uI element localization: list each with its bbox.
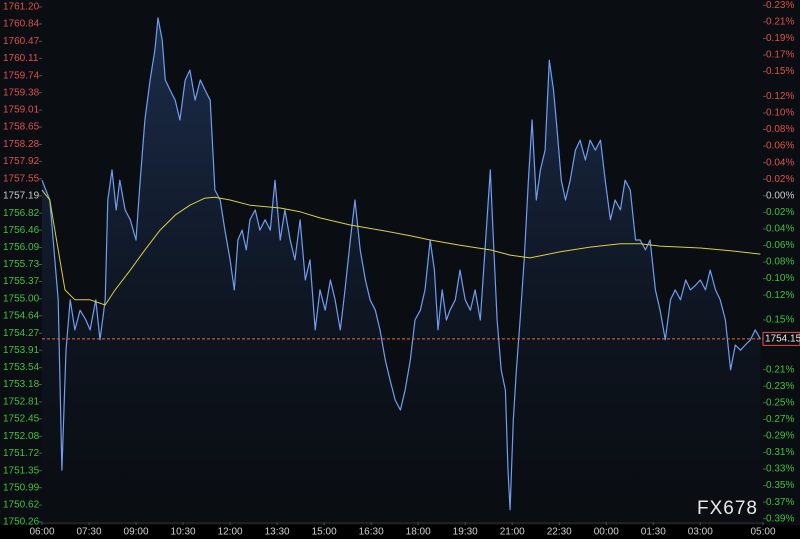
x-tick-label: 07:30 [77, 527, 102, 538]
y2-tick-label: 0.31% [766, 447, 794, 458]
y2-tick-label: 0.15% [766, 315, 794, 326]
y2-tick-label: 0.21% [766, 364, 794, 375]
y-tick-label: 1753.54 [3, 362, 40, 373]
y-tick-label: 1750.26 [3, 517, 40, 528]
y2-tick-label: 0.08% [766, 124, 794, 135]
y2-tick-label: 0.23% [766, 0, 794, 11]
y-tick-label: 1758.65 [3, 122, 40, 133]
y2-tick-label: 0.39% [766, 513, 794, 524]
x-tick-label: 10:30 [171, 527, 196, 538]
moving-average-line [41, 189, 761, 306]
y-tick-label: 1759.38 [3, 87, 40, 98]
y-tick-label: 1755.00 [3, 294, 40, 305]
y2-tick-label: 0.25% [766, 397, 794, 408]
x-tick-label: 06:00 [29, 527, 54, 538]
x-tick-label: 19:30 [453, 527, 478, 538]
y2-tick-label: 0.00% [766, 190, 794, 201]
y2-tick-label: 0.19% [766, 33, 794, 44]
x-tick-label: 21:00 [500, 527, 525, 538]
y-tick-label: 1756.82 [3, 208, 40, 219]
y2-tick-label: 0.33% [766, 464, 794, 475]
y-tick-label: 1754.27 [3, 328, 40, 339]
y2-tick-label: 0.02% [766, 174, 794, 185]
y2-tick-label: 0.08% [766, 257, 794, 268]
x-tick-label: 12:00 [218, 527, 243, 538]
x-tick-label: 09:00 [124, 527, 149, 538]
y2-tick-label: 0.10% [766, 273, 794, 284]
x-tick-label: 13:30 [265, 527, 290, 538]
x-tick-label: 03:00 [688, 527, 713, 538]
last-price-label: 1754.15 [765, 334, 800, 345]
y-tick-label: 1761.20 [3, 2, 40, 13]
y-tick-label: 1756.46 [3, 225, 40, 236]
y2-tick-label: 0.02% [766, 207, 794, 218]
x-tick-label: 01:30 [641, 527, 666, 538]
x-tick-label: 16:30 [359, 527, 384, 538]
x-tick-label: 00:00 [594, 527, 619, 538]
last-price-box [762, 331, 800, 346]
y-tick-label: 1757.19 [3, 190, 40, 201]
y-tick-label: 1759.74 [3, 70, 40, 81]
y2-tick-label: 0.04% [766, 224, 794, 235]
y2-tick-label: 0.37% [766, 497, 794, 508]
y-tick-label: 1750.62 [3, 500, 40, 511]
y-tick-label: 1751.72 [3, 448, 40, 459]
y-tick-label: 1760.84 [3, 19, 40, 30]
price-line [41, 17, 761, 511]
y-tick-label: 1750.99 [3, 482, 40, 493]
y-tick-label: 1753.18 [3, 379, 40, 390]
y-tick-label: 1751.35 [3, 465, 40, 476]
y2-tick-label: 0.17% [766, 50, 794, 61]
x-tick-label: 22:30 [547, 527, 572, 538]
x-tick-label: 18:00 [406, 527, 431, 538]
y-tick-label: 1755.73 [3, 259, 40, 270]
y-tick-label: 1752.45 [3, 414, 40, 425]
y-tick-label: 1752.81 [3, 397, 40, 408]
y-tick-label: 1757.55 [3, 173, 40, 184]
y2-tick-label: 0.06% [766, 240, 794, 251]
y-tick-label: 1754.64 [3, 310, 40, 321]
y2-tick-label: 0.12% [766, 290, 794, 301]
y-tick-label: 1757.92 [3, 156, 40, 167]
x-tick-label: 15:00 [312, 527, 337, 538]
y2-tick-label: 0.06% [766, 141, 794, 152]
y-tick-label: 1760.47 [3, 36, 40, 47]
y2-tick-label: 0.29% [766, 431, 794, 442]
y-tick-label: 1760.11 [3, 53, 39, 64]
y-tick-label: 1759.01 [3, 105, 40, 116]
x-tick-label: 05:00 [750, 527, 775, 538]
x-axis-strip [0, 525, 800, 539]
y-tick-label: 1752.08 [3, 431, 40, 442]
watermark: FX678 [697, 498, 758, 519]
y2-tick-label: 0.23% [766, 381, 794, 392]
y-tick-label: 1758.28 [3, 139, 40, 150]
y2-tick-label: 0.15% [766, 66, 794, 77]
y2-tick-label: 0.10% [766, 108, 794, 119]
y-tick-label: 1756.09 [3, 242, 40, 253]
y2-tick-label: 0.35% [766, 480, 794, 491]
y2-tick-label: 0.21% [766, 17, 794, 28]
y-tick-label: 1753.91 [3, 345, 40, 356]
y-tick-label: 1755.37 [3, 276, 40, 287]
y2-tick-label: 0.04% [766, 157, 794, 168]
y2-tick-label: 0.27% [766, 414, 794, 425]
y2-tick-label: 0.12% [766, 91, 794, 102]
